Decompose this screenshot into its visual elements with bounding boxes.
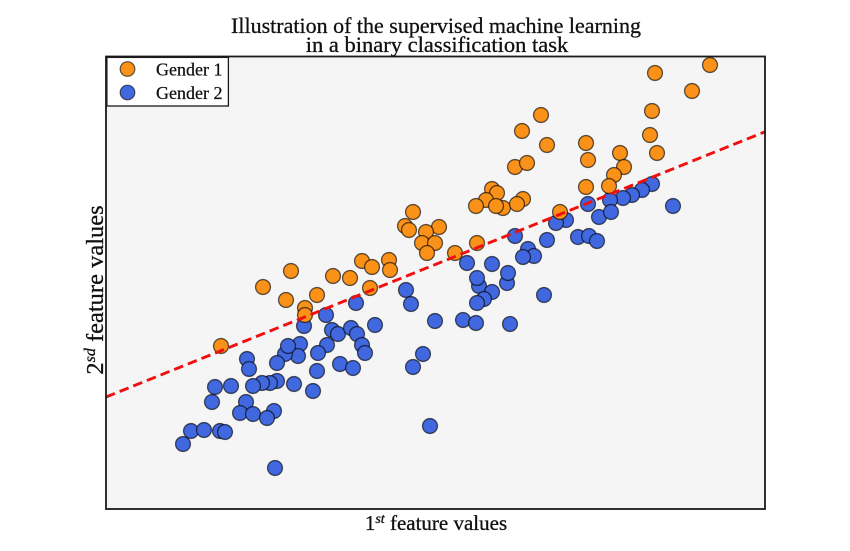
svg-text:Illustration of the supervised: Illustration of the supervised machine l… — [231, 13, 641, 38]
svg-text:2sd feature values: 2sd feature values — [82, 205, 109, 374]
svg-text:in a binary classification tas: in a binary classification task — [306, 32, 569, 57]
svg-text:Gender 1: Gender 1 — [156, 60, 222, 80]
svg-text:Gender 2: Gender 2 — [156, 83, 222, 103]
svg-text:1st feature values: 1st feature values — [365, 511, 507, 535]
